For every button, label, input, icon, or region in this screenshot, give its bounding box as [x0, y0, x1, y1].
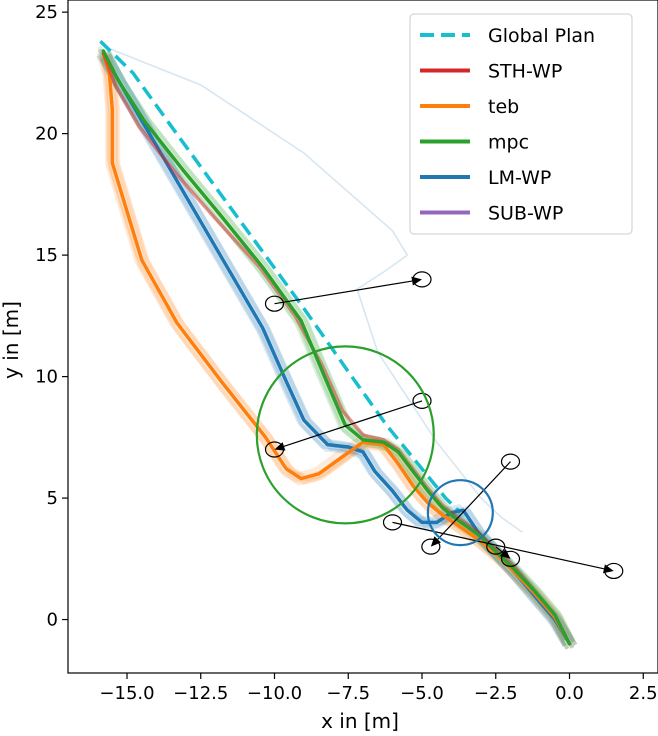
plot-frame [67, 0, 658, 674]
legend-label-teb: teb [488, 96, 519, 118]
legend-label-global-plan: Global Plan [488, 25, 595, 47]
obstacle-end-1 [264, 441, 285, 458]
y-axis-label: y in [m] [0, 301, 23, 379]
highlight-circle-1 [426, 479, 494, 547]
obstacle-start-0 [264, 295, 285, 312]
obstacle-layer [264, 271, 624, 580]
y-tick-label-2: 10 [35, 367, 58, 388]
x-tick-label-4: −5.0 [400, 683, 444, 704]
legend-label-lm-wp: LM-WP [488, 167, 551, 189]
x-axis-label: x in [m] [321, 709, 399, 733]
obstacle-path-2 [437, 461, 511, 540]
legend: Global Plan STH-WP teb mpc LM-WP SUB-WP [409, 13, 633, 235]
obstacle-end-0 [412, 271, 432, 288]
series-line-global-plan [99, 40, 462, 514]
obstacle-path-3 [392, 521, 605, 570]
obstacle-path-0 [274, 280, 413, 305]
obstacle-start-4 [486, 538, 506, 555]
obstacle-arrowhead-1 [274, 442, 286, 451]
y-tick-label-1: 5 [47, 488, 58, 509]
obstacle-end-2 [421, 538, 441, 555]
x-tick-label-7: 2.5 [629, 683, 658, 704]
x-tick-label-6: 0.0 [555, 683, 584, 704]
y-tick-label-5: 25 [35, 2, 58, 23]
obstacle-path-4 [495, 546, 504, 553]
highlight-circle-0 [255, 345, 435, 525]
ghost-run-lm-wp-0 [96, 54, 567, 647]
x-tick-label-2: −10.0 [247, 683, 302, 704]
obstacle-end-4 [500, 550, 521, 567]
x-tick-label-0: −15.0 [99, 683, 154, 704]
y-tick-label-4: 20 [35, 124, 58, 145]
x-tick-label-1: −12.5 [173, 683, 228, 704]
y-tick-label-0: 0 [47, 610, 58, 631]
series-line-mpc [101, 49, 572, 646]
obstacle-arrowhead-2 [430, 536, 441, 547]
ghost-run-lm-wp-2 [99, 57, 570, 650]
legend-box [409, 13, 633, 235]
annotation-layer [255, 345, 494, 547]
ghost-run-teb-2 [99, 57, 570, 650]
axis-layer: −15.0 −12.5 −10.0 −7.5 −5.0 −2.5 0.0 2.5 0 5 10 15 2… [35, 2, 657, 704]
y-tick-label-3: 15 [35, 245, 58, 266]
obstacle-start-1 [412, 392, 432, 409]
x-tick-label-5: −2.5 [474, 683, 518, 704]
obstacle-path-1 [283, 400, 423, 447]
obstacle-end-3 [604, 562, 624, 580]
legend-label-sub-wp: SUB-WP [488, 203, 563, 225]
obstacle-start-2 [500, 453, 521, 470]
obstacle-start-3 [382, 514, 403, 531]
x-tick-label-3: −7.5 [326, 683, 370, 704]
ghost-loop-trajectory [103, 45, 523, 533]
legend-label-sth-wp: STH-WP [488, 61, 562, 83]
legend-label-mpc: mpc [488, 132, 529, 154]
